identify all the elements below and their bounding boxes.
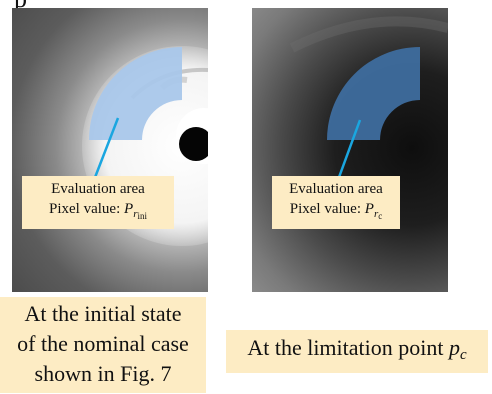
caption-limitation-point: At the limitation point pc (226, 330, 488, 373)
callout-limit: Evaluation area Pixel value: Prc (272, 176, 400, 229)
caption-subscript: c (459, 347, 467, 363)
evaluation-area-highlight (89, 47, 182, 140)
callout-pixel-value: Pixel value: Prc (272, 199, 400, 226)
top-fragment-letter: p (14, 0, 27, 12)
callout-initial: Evaluation area Pixel value: Prini (22, 176, 174, 229)
callout-pixel-value: Pixel value: Prini (22, 199, 174, 226)
pixel-value-symbol: P (124, 201, 134, 217)
caption-line: At the initial state (24, 301, 182, 326)
pixel-value-prefix: Pixel value: (49, 201, 125, 217)
pointer-line (92, 117, 120, 181)
pixel-value-subscript: r (373, 208, 379, 220)
callout-label: Evaluation area (289, 181, 383, 197)
pointer-line (336, 119, 362, 181)
caption-symbol: p (448, 335, 460, 360)
pixel-value-subscript: r (133, 208, 138, 220)
pixel-value-prefix: Pixel value: (289, 201, 365, 217)
pixel-value-sub-subscript: ini (137, 211, 147, 221)
pixel-value-sub-subscript: c (378, 211, 383, 221)
photo-initial-state (12, 8, 208, 292)
pixel-value-symbol: P (364, 201, 374, 217)
caption-initial-state: At the initial state of the nominal case… (0, 297, 206, 393)
caption-text: At the limitation point (247, 335, 449, 360)
caption-line: shown in Fig. 7 (34, 361, 172, 386)
callout-label: Evaluation area (51, 181, 145, 197)
center-hole (179, 127, 208, 161)
photo-limitation-point (252, 8, 448, 292)
caption-line: of the nominal case (17, 331, 189, 356)
evaluation-area-highlight (327, 47, 420, 140)
